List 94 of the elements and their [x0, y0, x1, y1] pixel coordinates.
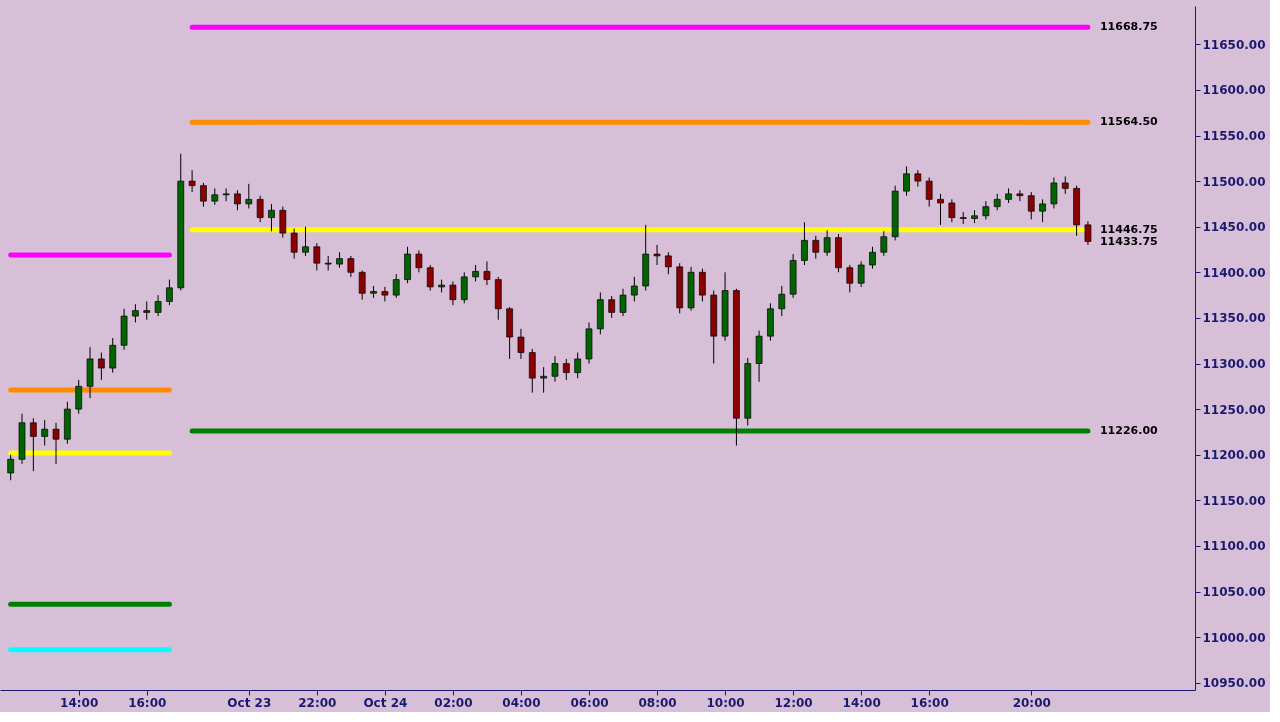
- candlestick: [665, 251, 672, 275]
- y-tick-label: 11450.00: [1202, 220, 1266, 235]
- candlestick: [857, 260, 865, 288]
- candlestick: [109, 337, 117, 374]
- candlestick: [551, 355, 559, 383]
- candlestick: [1027, 191, 1035, 220]
- x-tick-label: 08:00: [638, 695, 677, 710]
- candlestick: [778, 285, 786, 317]
- candlestick: [302, 226, 309, 257]
- candlestick: [631, 276, 638, 302]
- y-tick-label: 11400.00: [1202, 265, 1266, 280]
- candlestick: [256, 195, 264, 223]
- candlestick: [801, 221, 808, 266]
- candlestick: [812, 235, 820, 260]
- y-tick-label: 11000.00: [1202, 630, 1266, 645]
- candlestick: [392, 273, 400, 299]
- y-tick-label: 11200.00: [1202, 448, 1266, 463]
- y-tick-label: 11650.00: [1202, 37, 1266, 52]
- candlestick: [347, 255, 355, 278]
- candlestick: [166, 279, 173, 306]
- x-tick-label: 10:00: [706, 695, 745, 710]
- candlestick: [449, 280, 457, 306]
- candlestick: [426, 264, 434, 292]
- candlestick: [540, 366, 547, 394]
- x-tick-label: 22:00: [298, 695, 337, 710]
- y-tick-label: 11600.00: [1202, 83, 1266, 98]
- x-tick-label: Oct 24: [363, 695, 408, 710]
- data-label: 11668.75: [1099, 20, 1158, 34]
- y-tick-label: 11100.00: [1202, 539, 1266, 554]
- candlestick: [313, 242, 321, 271]
- y-tick-label: 10950.00: [1202, 676, 1266, 691]
- y-tick-label: 11250.00: [1202, 402, 1266, 417]
- data-label: 11226.00: [1099, 423, 1159, 437]
- candlestick: [381, 286, 389, 302]
- candlestick: [1050, 176, 1058, 209]
- candlestick: [925, 176, 933, 208]
- candlestick: [1016, 189, 1024, 202]
- candlestick: [30, 417, 37, 472]
- candlestick: [619, 288, 627, 317]
- x-tick-label: 02:00: [434, 695, 473, 710]
- x-tick-label: 12:00: [774, 695, 813, 710]
- x-tick-label: 14:00: [60, 695, 99, 710]
- candlestick: [460, 271, 468, 304]
- candlestick: [7, 454, 15, 481]
- candlestick: [98, 352, 105, 381]
- y-tick-label: 11500.00: [1202, 174, 1266, 189]
- candlestick: [41, 419, 49, 447]
- candlestick: [245, 183, 253, 209]
- candlestick: [982, 200, 990, 220]
- y-tick-label: 11300.00: [1202, 357, 1266, 371]
- candlestick: [562, 358, 570, 381]
- x-tick-label: 16:00: [910, 695, 949, 710]
- candlestick: [517, 328, 525, 360]
- candlestick: [903, 166, 910, 197]
- candlestick: [574, 352, 582, 379]
- candlestick: [880, 230, 888, 257]
- candlestick: [200, 182, 207, 208]
- candlestick: [358, 269, 366, 301]
- candlestick: [699, 268, 706, 302]
- candlestick: [143, 300, 151, 321]
- candlestick: [52, 422, 60, 465]
- candlestick: [234, 189, 241, 211]
- candlestick: [483, 260, 491, 286]
- y-tick-label: 11550.00: [1202, 129, 1266, 143]
- y-tick-label: 11050.00: [1202, 585, 1266, 599]
- x-tick-label: Oct 23: [227, 695, 272, 710]
- candlestick: [222, 187, 230, 202]
- candlestick: [188, 169, 196, 193]
- x-tick-label: 04:00: [502, 695, 541, 710]
- x-tick-label: 14:00: [842, 695, 881, 710]
- candlestick: [268, 203, 275, 232]
- candlestick: [1084, 220, 1092, 246]
- candlestick: [75, 379, 83, 415]
- candlestick: [869, 246, 876, 270]
- y-tick-label: 11150.00: [1202, 493, 1266, 508]
- candlestick: [279, 206, 287, 239]
- x-tick-label: 06:00: [570, 695, 609, 710]
- candlestick: [1039, 198, 1046, 223]
- x-tick-label: 20:00: [1012, 695, 1051, 710]
- text: 11433.75: [1099, 234, 1158, 248]
- candlestick: [290, 228, 298, 260]
- candlestick: [948, 198, 956, 223]
- data-label: 11564.50: [1099, 115, 1159, 129]
- x-tick-label: 16:00: [128, 695, 167, 710]
- candlestick: [608, 295, 616, 319]
- y-tick-label: 11350.00: [1202, 311, 1266, 326]
- data-label: 11446.75: [1099, 222, 1158, 236]
- candlestick: [415, 249, 423, 273]
- candlestick: [823, 229, 831, 257]
- candlestick: [154, 294, 162, 317]
- candlestick: [132, 303, 139, 323]
- candlestick: [653, 244, 661, 266]
- candlestick: [846, 264, 854, 293]
- candlestick: [937, 193, 944, 226]
